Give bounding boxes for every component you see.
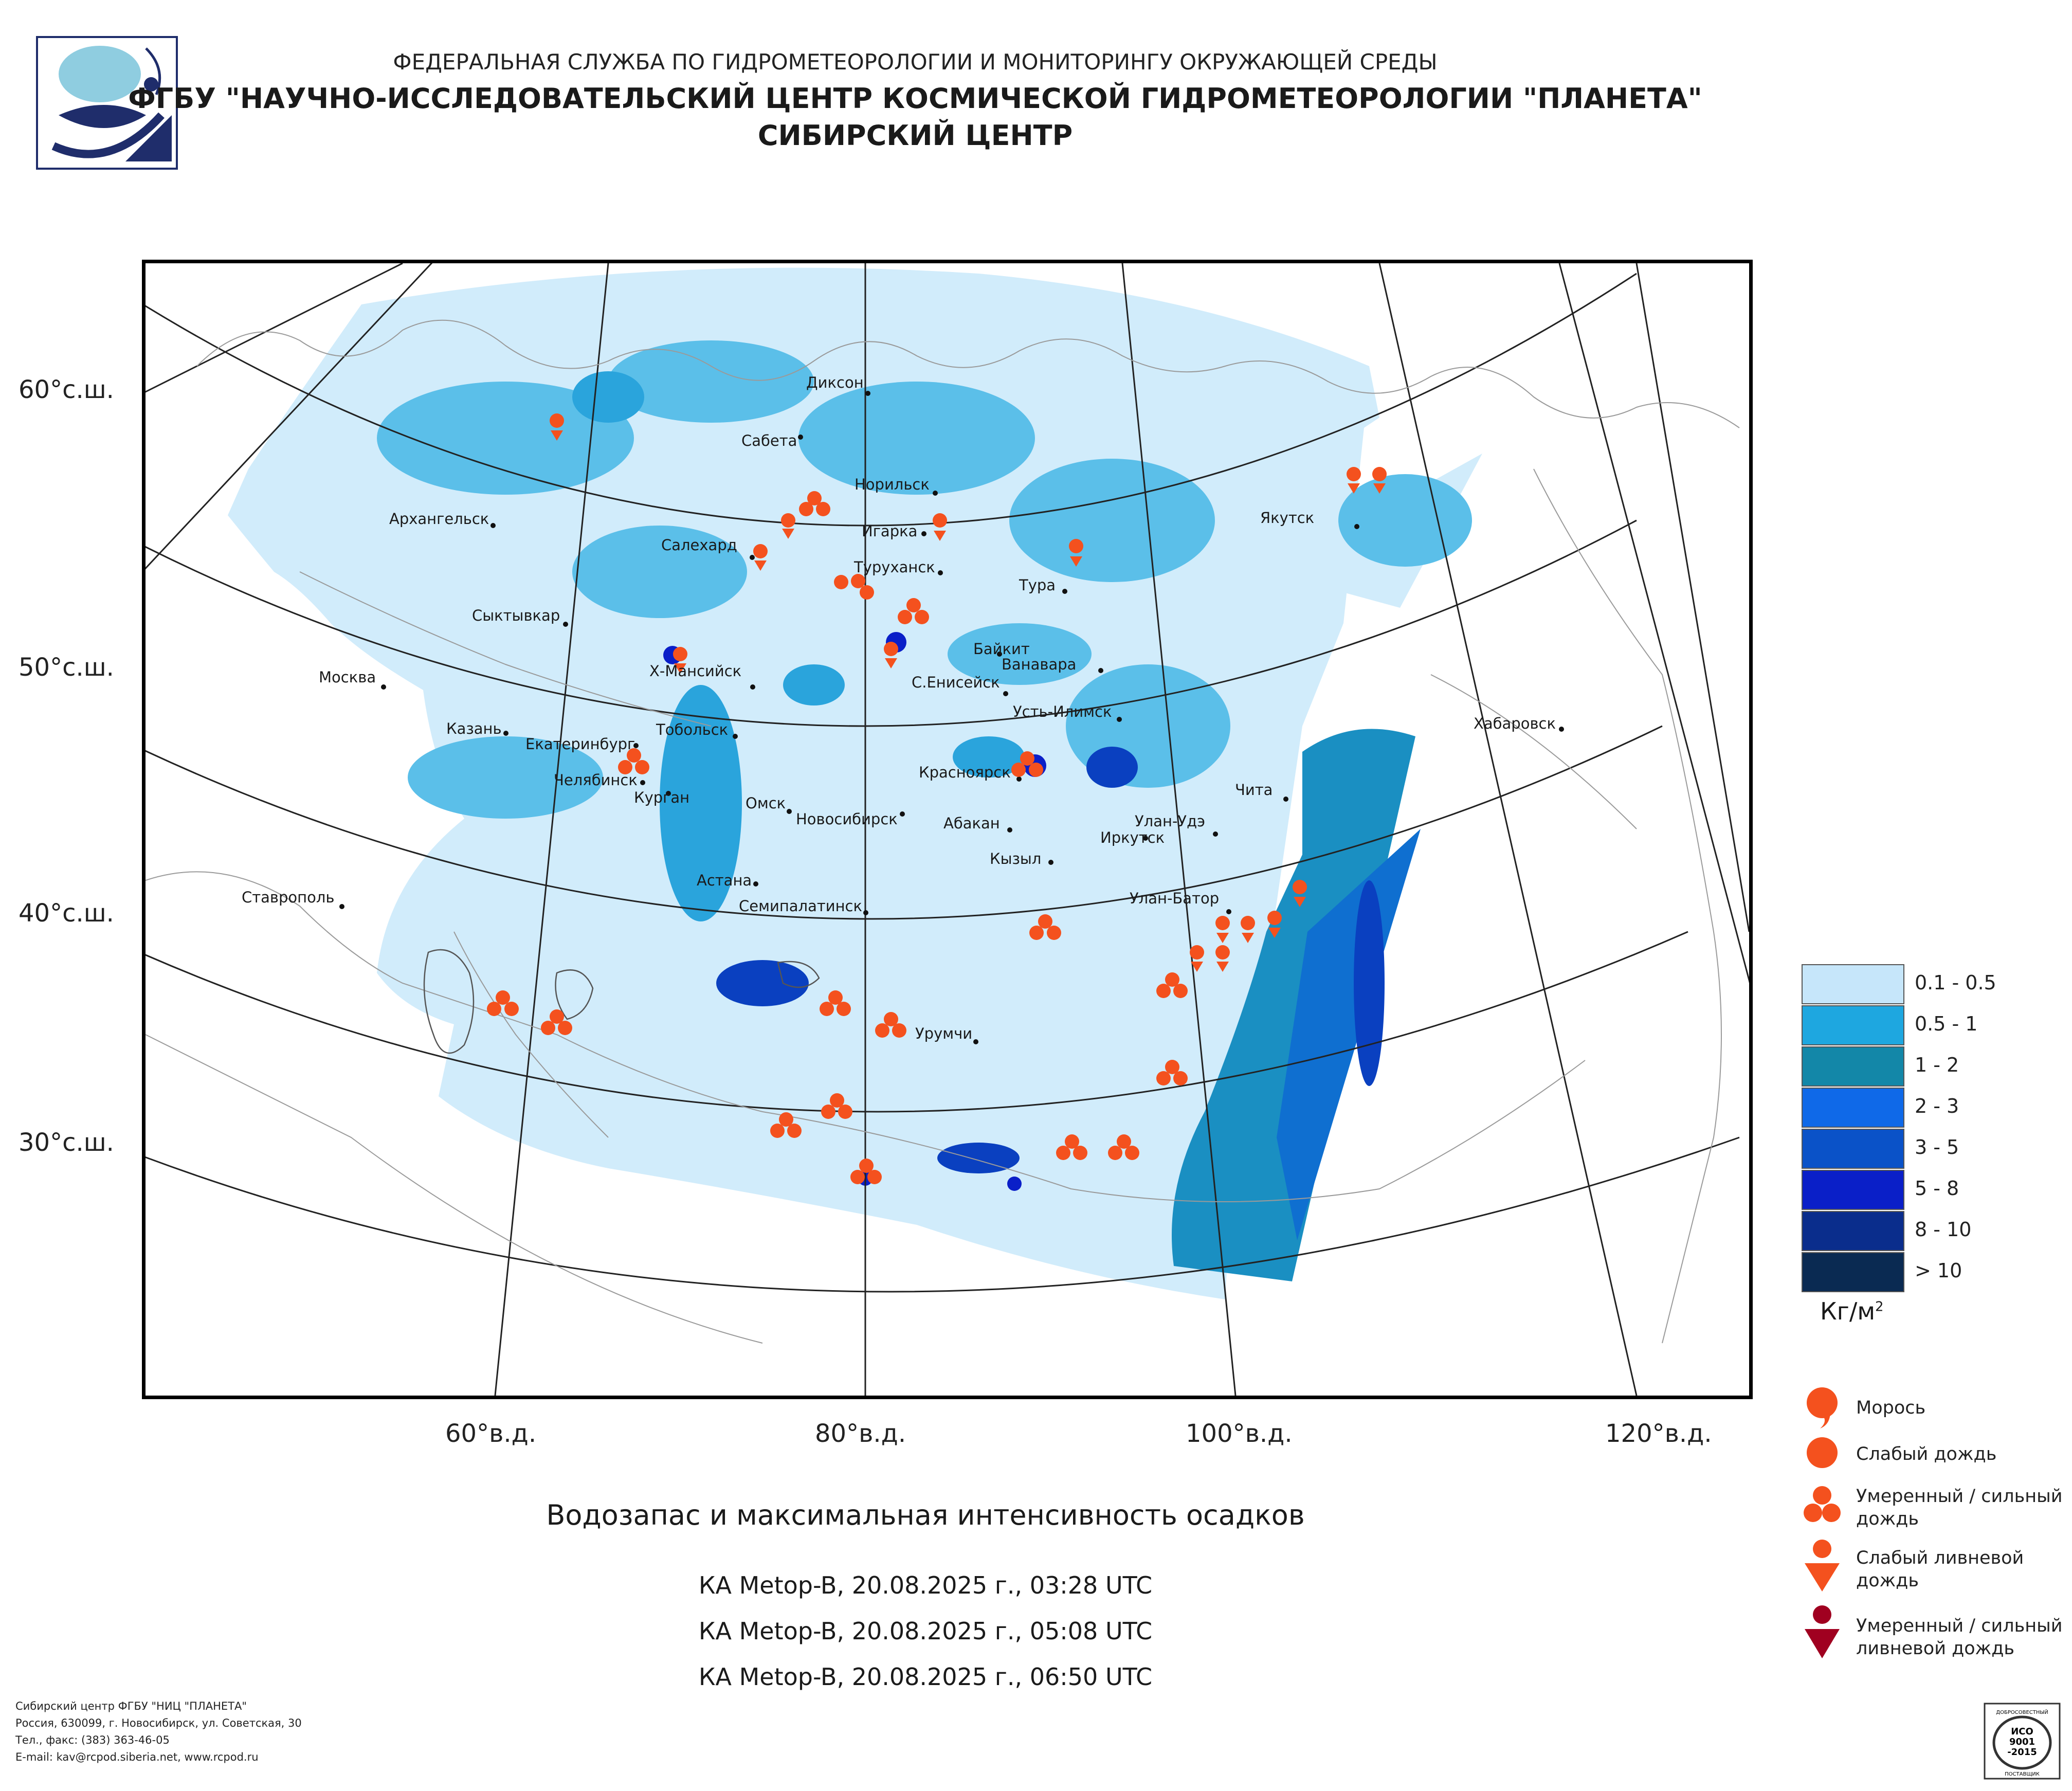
legend-label: 5 - 8 [1915,1177,1959,1200]
drizzle-label: Морось [1856,1398,1926,1418]
lat-label-60: 60°с.ш. [19,375,114,404]
light-shower-icon [1805,1540,1840,1591]
city-label: Х-Мансийск [649,662,742,680]
city-label: Тура [1019,576,1056,594]
legend-label: > 10 [1915,1259,1962,1282]
city-label: Усть-Илимск [1013,703,1112,720]
legend-swatch [1802,964,1904,1004]
iso-top-text: ДОБРОСОВЕСТНЫЙ [1996,1709,2048,1715]
branch-title: СИБИРСКИЙ ЦЕНТР [757,119,1073,152]
legend-label: 1 - 2 [1915,1054,1959,1076]
city-label: Улан-Удэ [1135,812,1206,830]
footer-line: Сибирский центр ФГБУ "НИЦ "ПЛАНЕТА" [15,1700,247,1712]
footer-line: E-mail: kav@rcpod.siberia.net, www.rcpod… [15,1751,259,1763]
city-label: Хабаровск [1474,715,1556,732]
iso-certification-seal: ДОБРОСОВЕСТНЫЙ ИСО 9001 -2015 ПОСТАВЩИК [1984,1703,2061,1780]
city-label: Туруханск [854,558,935,576]
footer-line: Россия, 630099, г. Новосибирск, ул. Сове… [15,1717,302,1729]
city-label: Салехард [661,536,737,554]
map-title: Водозапас и максимальная интенсивность о… [546,1499,1305,1531]
pass-time-3: КА Metop-B, 20.08.2025 г., 06:50 UTC [698,1663,1153,1691]
city-label: Красноярск [919,764,1011,781]
light-shower-label: Слабый ливневой дождь [1856,1548,2024,1591]
contact-footer: Сибирский центр ФГБУ "НИЦ "ПЛАНЕТА" Росс… [15,1698,302,1766]
city-label: Кызыл [990,850,1042,867]
city-label: Сабета [741,432,797,449]
legend-swatch [1802,1170,1904,1210]
moderate-rain-label: Умеренный / сильный дождь [1856,1486,2063,1529]
city-label: С.Енисейск [912,674,1000,691]
iso-l1: ИСО [2011,1726,2033,1737]
legend-swatch [1802,1252,1904,1292]
legend-swatch [1802,1211,1904,1251]
iso-l3: -2015 [2007,1747,2037,1758]
city-label: Абакан [943,815,1000,832]
city-label: Семипалатинск [739,897,863,915]
lon-label-60: 60°в.д. [445,1419,537,1448]
city-label: Москва [319,668,376,686]
city-label: Казань [446,720,502,737]
moderate-rain-icon [1804,1486,1841,1522]
legend-label: 2 - 3 [1915,1095,1959,1117]
city-label: Игарка [862,522,918,540]
legend-label: 3 - 5 [1915,1136,1959,1159]
city-label: Якутск [1260,509,1315,527]
city-label: Новосибирск [796,810,898,828]
legend-swatch [1802,1005,1904,1045]
legend-label: 8 - 10 [1915,1218,1972,1241]
lon-label-100: 100°в.д. [1186,1419,1293,1448]
unit-label: Кг/м2 [1820,1297,1884,1325]
city-label: Улан-Батор [1130,890,1220,907]
lon-label-120: 120°в.д. [1605,1419,1712,1448]
city-label: Астана [697,872,752,889]
iso-l2: 9001 [2009,1736,2035,1747]
legend-swatch [1802,1046,1904,1087]
city-label: Чита [1235,781,1273,799]
city-label: Иркутск [1100,829,1165,846]
drizzle-icon [1807,1387,1838,1428]
heavy-shower-label: Умеренный / сильный ливневой дождь [1856,1616,2063,1659]
lat-label-40: 40°с.ш. [19,899,114,928]
city-label: Архангельск [389,510,489,528]
light-rain-label: Слабый дождь [1856,1444,1997,1464]
lat-label-30: 30°с.ш. [19,1128,114,1157]
city-label: Тобольск [656,721,729,738]
legend-swatch [1802,1129,1904,1169]
city-label: Омск [746,794,786,812]
footer-line: Тел., факс: (383) 363-46-05 [15,1734,170,1746]
precipitation-map [142,260,1753,1399]
legend-swatch [1802,1088,1904,1128]
city-label: Урумчи [915,1025,973,1042]
heavy-shower-icon [1805,1605,1840,1658]
city-label: Ставрополь [242,889,335,906]
city-label: Екатеринбург [525,735,635,753]
city-label: Байкит [973,640,1030,658]
planeta-logo [36,36,178,170]
lat-label-50: 50°с.ш. [19,653,114,682]
agency-title: ФЕДЕРАЛЬНАЯ СЛУЖБА ПО ГИДРОМЕТЕОРОЛОГИИ … [393,49,1438,75]
lon-label-80: 80°в.д. [815,1419,906,1448]
city-label: Сыктывкар [472,607,560,624]
city-label: Ванавара [1002,656,1077,673]
city-label: Челябинск [554,771,638,789]
center-title: ФГБУ "НАУЧНО-ИССЛЕДОВАТЕЛЬСКИЙ ЦЕНТР КОС… [128,82,1702,115]
pass-time-2: КА Metop-B, 20.08.2025 г., 05:08 UTC [698,1617,1153,1645]
city-label: Диксон [806,374,864,391]
legend-label: 0.1 - 0.5 [1915,971,1996,994]
light-rain-icon [1807,1437,1838,1468]
city-label: Норильск [855,476,930,493]
rain-symbols [487,413,1387,1184]
pass-time-1: КА Metop-B, 20.08.2025 г., 03:28 UTC [698,1571,1153,1599]
legend-label: 0.5 - 1 [1915,1012,1978,1035]
iso-bottom-text: ПОСТАВЩИК [2005,1771,2040,1777]
city-label: Курган [634,789,690,806]
